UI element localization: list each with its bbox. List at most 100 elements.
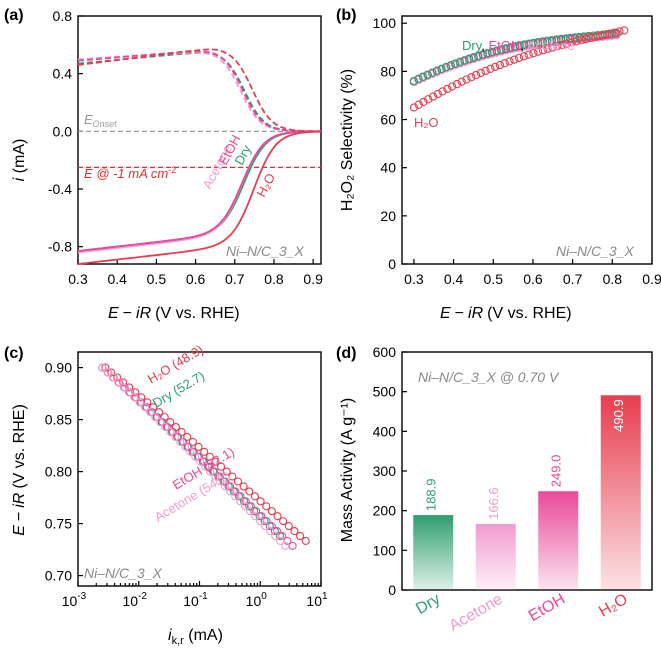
panel-b-point-dry: [483, 48, 492, 58]
panel-c-point-h2o: [284, 522, 293, 531]
panel-a-ylabel: i (mA): [11, 139, 28, 182]
panel-a-xlabel: E − iR (V vs. RHE): [108, 305, 240, 322]
panel-c-point-h2o: [113, 373, 122, 382]
panel-c-point-h2o: [131, 388, 140, 397]
panel-c-point-h2o: [200, 447, 209, 456]
panel-c-point-acetone: [271, 531, 280, 541]
panel-a-disk-etoh: [77, 130, 322, 252]
panel-b-xtick-label: 0.6: [523, 271, 543, 287]
panel-d: (d) 600 500 400 300 200 100 0 188.9 Dry 166.6 Ace…: [336, 344, 653, 635]
panel-b-point-dry: [487, 47, 497, 56]
panel-a-ytick-label: 0.4: [53, 66, 73, 82]
panel-b-series: [409, 26, 629, 112]
panel-b-point-dry: [556, 34, 566, 44]
panel-d-bar: [475, 523, 516, 590]
panel-b: (b) 0.3 0.4 0.5 0.6 0.7 0.8 0.9 100 80 60 40 20 0 E…: [336, 7, 661, 322]
panel-b-point-h2o: [476, 68, 485, 78]
panel-c-point-acetone: [135, 398, 144, 407]
panel-a-xtick-label: 0.4: [107, 271, 127, 287]
panel-b-point-h2o: [500, 59, 509, 68]
panel-a-label: (a): [4, 7, 24, 24]
panel-c-point-etoh: [205, 462, 214, 471]
panel-d-value-label: 166.6: [486, 487, 501, 520]
panel-b-point-h2o: [572, 37, 581, 46]
panel-b-point-dry: [428, 68, 437, 77]
panel-a-disk-dry: [77, 130, 322, 252]
panel-a-ring-etoh: [77, 50, 321, 133]
panel-b-frame: [401, 15, 653, 265]
panel-a-xtick-label: 0.8: [264, 271, 284, 287]
panel-b-point-h2o: [467, 73, 476, 82]
panel-b-point-h2o: [591, 32, 600, 42]
panel-b-ytick-label: 40: [380, 160, 396, 176]
panel-b-point-h2o: [543, 44, 552, 54]
panel-c-point-h2o: [211, 457, 220, 466]
panel-b-ylabel: H₂O₂ Selectivity (%): [339, 69, 356, 211]
panel-c: (c) 10-3 10-2 10-1 100 101 0.900.850.800.750…: [4, 342, 328, 647]
panel-c-point-etoh: [200, 457, 209, 466]
panel-a-watermark: Ni–N/C_3_X: [226, 243, 304, 259]
panel-c-point-acetone: [251, 512, 260, 521]
panel-c-point-acetone: [98, 363, 107, 372]
panel-b-point-h2o: [600, 30, 610, 39]
panel-c-point-etoh: [194, 452, 203, 461]
panel-b-xticks: 0.3 0.4 0.5 0.6 0.7 0.8 0.9: [404, 259, 661, 287]
panel-c-point-acetone: [276, 536, 285, 545]
panel-b-yticks: 100 80 60 40 20 0: [373, 15, 407, 272]
panel-c-point-acetone: [124, 388, 134, 397]
panel-c-point-etoh: [288, 541, 297, 550]
panel-c-xtick-label: 10-3: [62, 591, 87, 609]
panel-c-point-acetone: [206, 467, 215, 476]
panel-c-point-acetone: [151, 413, 160, 422]
panel-a-yticks: 0.8 0.4 0.0 -0.4 -0.8: [48, 8, 83, 255]
panel-b-point-dry: [451, 59, 460, 68]
panel-b-point-dry: [455, 57, 465, 66]
panel-b-point-h2o: [586, 33, 595, 43]
panel-c-ytick-label: 0.90: [45, 360, 72, 376]
panel-c-point-acetone: [201, 462, 210, 471]
panel-c-point-etoh: [236, 492, 245, 501]
panel-d-yticks: 600 500 400 300 200 100 0: [373, 344, 407, 598]
panel-c-point-h2o: [228, 472, 237, 481]
panel-b-point-h2o: [443, 84, 452, 94]
panel-c-ytick-label: 0.85: [45, 412, 72, 428]
panel-a-onset-label: EOnset: [84, 112, 117, 129]
panel-c-point-acetone: [266, 526, 275, 536]
panel-b-point-h2o: [486, 64, 495, 74]
panel-b-point-dry: [432, 66, 442, 75]
panel-c-point-acetone: [261, 522, 270, 531]
panel-c-point-etoh: [220, 477, 229, 486]
panel-a-ytick-label: -0.4: [48, 181, 72, 197]
panel-b-point-h2o: [419, 97, 428, 107]
panel-d-bar: [600, 395, 641, 590]
panel-b-point-h2o: [438, 87, 447, 96]
panel-c-xtick-label: 101: [306, 591, 328, 609]
panel-c-point-acetone: [146, 408, 155, 417]
panel-c-point-etoh: [174, 432, 183, 441]
panel-b-point-h2o: [471, 70, 481, 80]
panel-b-point-h2o: [562, 39, 572, 48]
panel-b-point-h2o: [510, 55, 519, 64]
panel-b-point-h2o: [567, 38, 576, 47]
panel-b-point-dry: [423, 70, 432, 79]
panel-d-ytick-label: 200: [373, 503, 397, 519]
panel-c-label: (c): [4, 345, 24, 362]
panel-c-point-acetone: [114, 378, 123, 387]
panel-c-point-h2o: [188, 437, 197, 446]
panel-b-point-h2o: [447, 82, 457, 91]
panel-c-point-h2o: [119, 378, 128, 387]
panel-b-point-dry: [510, 42, 520, 51]
panel-a-ring-h2o: [77, 48, 322, 133]
panel-c-point-acetone: [216, 477, 225, 486]
panel-b-point-h2o: [457, 77, 466, 86]
panel-b-point-dry: [446, 61, 455, 70]
panel-c-point-acetone: [241, 502, 250, 511]
panel-c-point-h2o: [217, 462, 226, 471]
panel-c-point-acetone: [181, 442, 190, 451]
panel-c-point-etoh: [189, 447, 198, 456]
panel-b-point-h2o: [452, 79, 462, 89]
panel-c-series: [98, 363, 310, 550]
panel-c-point-acetone: [161, 422, 170, 432]
panel-c-point-etoh: [257, 512, 266, 521]
panel-b-ytick-label: 60: [380, 112, 396, 128]
